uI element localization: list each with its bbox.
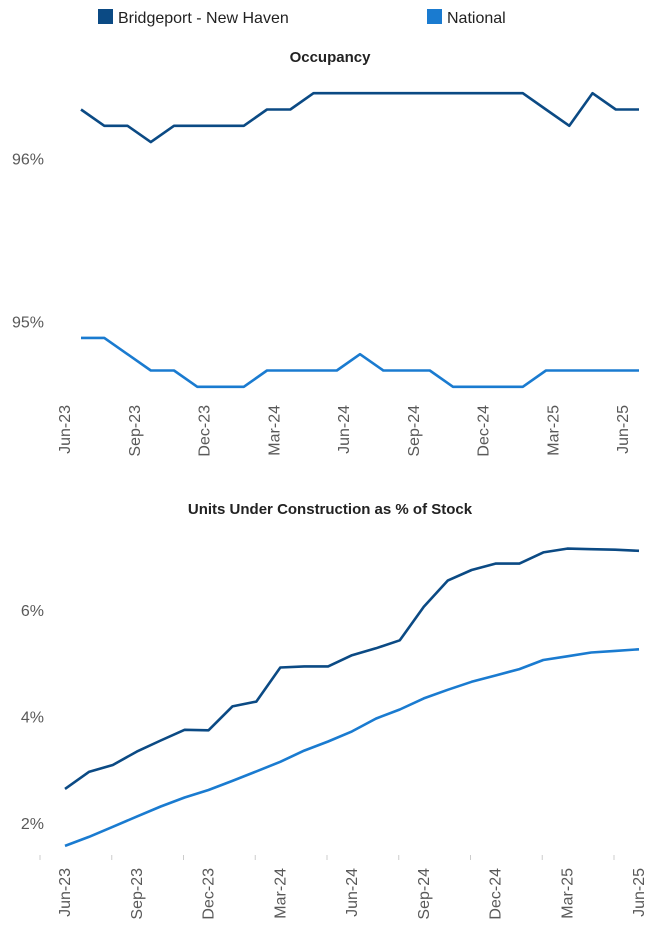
x-tick-label: Jun-23 <box>57 405 74 454</box>
data-line <box>64 547 640 790</box>
x-tick-label: Dec-23 <box>201 868 218 920</box>
x-tick-label: Dec-24 <box>476 405 493 457</box>
chart-title: Units Under Construction as % of Stock <box>188 501 473 518</box>
data-line <box>81 336 639 389</box>
legend-label: National <box>447 10 506 27</box>
x-tick-label: Jun-24 <box>344 868 361 917</box>
legend-label: Bridgeport - New Haven <box>118 10 289 27</box>
x-tick-label: Dec-23 <box>197 405 214 457</box>
y-tick-label: 2% <box>21 816 44 833</box>
x-tick-label: Mar-24 <box>266 405 283 456</box>
x-tick-label: Jun-25 <box>615 405 632 454</box>
y-tick-label: 96% <box>12 151 44 168</box>
data-line <box>64 648 640 848</box>
x-tick-label: Jun-23 <box>57 868 74 917</box>
y-tick-label: 4% <box>21 709 44 726</box>
legend-swatch <box>98 9 113 24</box>
x-tick-label: Mar-25 <box>559 868 576 919</box>
y-tick-label: 6% <box>21 603 44 620</box>
chart-title: Occupancy <box>290 49 372 66</box>
x-tick-label: Mar-24 <box>272 868 289 919</box>
data-line <box>80 91 639 144</box>
x-tick-label: Sep-24 <box>416 868 433 920</box>
x-tick-label: Dec-24 <box>488 868 505 920</box>
x-tick-label: Mar-25 <box>545 405 562 456</box>
x-tick-label: Sep-23 <box>129 868 146 920</box>
x-tick-label: Sep-24 <box>406 405 423 457</box>
x-tick-label: Jun-24 <box>336 405 353 454</box>
x-tick-label: Jun-25 <box>631 868 647 917</box>
legend-swatch <box>427 9 442 24</box>
x-tick-label: Sep-23 <box>127 405 144 457</box>
y-tick-label: 95% <box>12 315 44 332</box>
